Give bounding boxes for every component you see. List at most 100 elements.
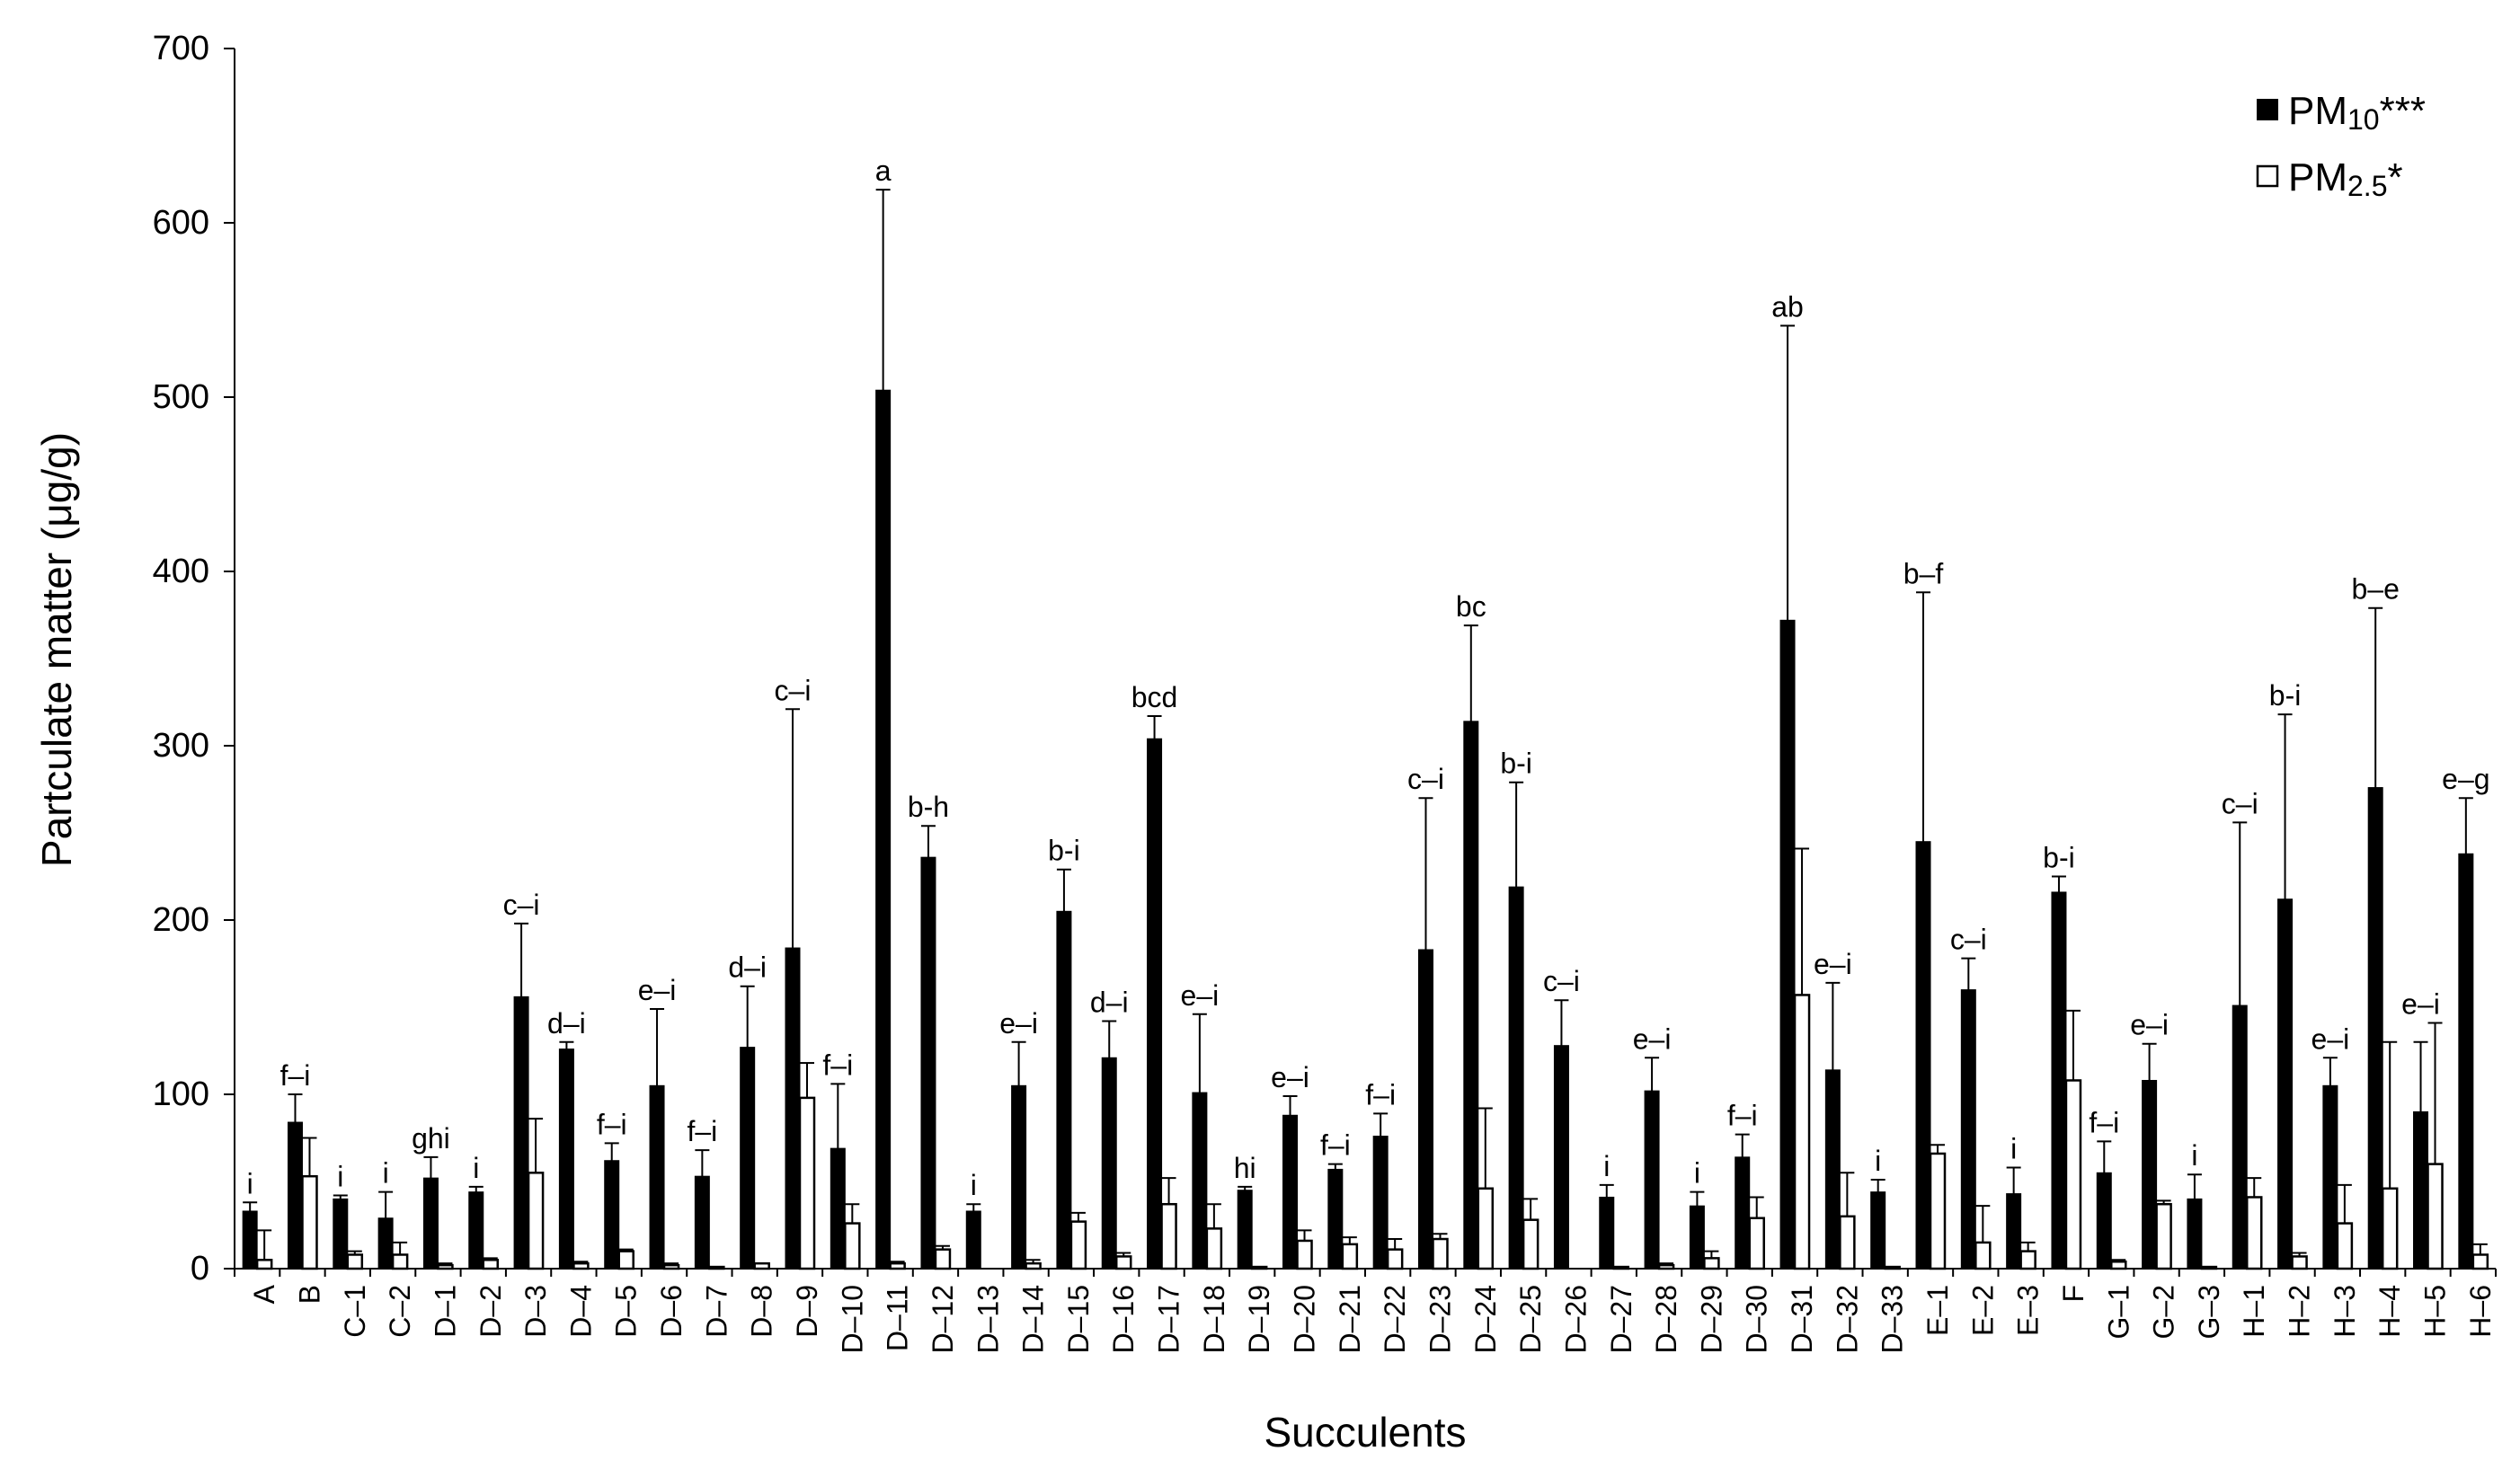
legend-label-pm25: PM2.5* <box>2288 155 2403 202</box>
pm25-bar-20 <box>1114 1255 1132 1270</box>
x-tick-label: G–1 <box>2102 1285 2134 1339</box>
significance-label: c–i <box>1543 965 1580 997</box>
x-tick-label: D–28 <box>1650 1285 1682 1354</box>
significance-label: b-i <box>1048 835 1080 867</box>
pm10-bar-11 <box>694 1175 710 1270</box>
pm10-bar-31 <box>1599 1196 1615 1270</box>
x-tick-label: D–31 <box>1786 1285 1818 1354</box>
pm10-bar-44 <box>2187 1198 2203 1270</box>
significance-label: i <box>971 1169 977 1201</box>
y-tick-label: 700 <box>153 30 209 67</box>
pm25-bar-42 <box>2110 1260 2127 1270</box>
pm10-bar-10 <box>649 1084 665 1270</box>
pm10-bar-48 <box>2367 787 2383 1270</box>
pm25-bar-2 <box>301 1174 318 1270</box>
pm10-bar-30 <box>1553 1045 1569 1270</box>
significance-label: e–i <box>999 1007 1038 1040</box>
significance-label: f–i <box>1320 1129 1351 1162</box>
pm25-bar-47 <box>2336 1222 2354 1270</box>
pm25-bar-13 <box>798 1096 816 1270</box>
legend-label-pm25-main: PM <box>2288 155 2347 199</box>
significance-label: hi <box>1234 1152 1256 1184</box>
x-tick-label: A <box>248 1284 280 1304</box>
significance-label: e–i <box>1271 1061 1309 1093</box>
pm10-bar-41 <box>2051 891 2067 1270</box>
significance-label: b-i <box>1500 748 1532 780</box>
significance-label: e–i <box>2401 987 2440 1020</box>
x-tick-label: D–2 <box>475 1285 507 1338</box>
x-tick-label: D–1 <box>429 1285 461 1338</box>
significance-label: i <box>383 1157 389 1190</box>
pm10-bar-24 <box>1282 1114 1299 1270</box>
pm10-bar-35 <box>1779 619 1796 1270</box>
pm10-bar-28 <box>1463 721 1479 1270</box>
pm10-bar-50 <box>2458 853 2474 1270</box>
significance-labels-layer: if–ii ighiic–id–if–ie–if–id–ic–if–iab-hie… <box>247 155 2490 1201</box>
pm25-bar-19 <box>1069 1220 1087 1270</box>
x-tick-label: F <box>2057 1285 2090 1303</box>
x-tick-label: D–9 <box>791 1285 823 1338</box>
pm10-bar-25 <box>1327 1168 1344 1270</box>
pm25-bar-49 <box>2427 1163 2444 1270</box>
x-axis-title: Succulents <box>1264 1409 1466 1456</box>
significance-label: ghi <box>412 1122 450 1155</box>
pm25-bar-16 <box>934 1248 952 1270</box>
significance-label: i <box>2191 1139 2197 1172</box>
pm25-bar-14 <box>844 1222 861 1270</box>
x-tick-label: G–2 <box>2148 1285 2180 1339</box>
significance-label: i <box>247 1167 253 1199</box>
x-tick-label: D–29 <box>1695 1285 1727 1354</box>
pm10-bar-18 <box>1011 1084 1027 1270</box>
significance-label: e–i <box>1633 1022 1672 1055</box>
legend-label-pm10-suffix: *** <box>2380 89 2426 133</box>
x-tick-label: D–12 <box>927 1285 959 1354</box>
significance-label: b-i <box>2043 842 2075 874</box>
x-tick-label: D–3 <box>519 1285 552 1338</box>
pm10-bar-29 <box>1508 886 1524 1270</box>
pm25-bar-46 <box>2291 1255 2308 1270</box>
x-tick-label: D–23 <box>1424 1285 1456 1354</box>
significance-label: f–i <box>1727 1100 1758 1132</box>
x-tick-label: D–33 <box>1877 1285 1909 1354</box>
pm25-bar-34 <box>1748 1217 1765 1270</box>
pm25-bar-1 <box>255 1259 273 1270</box>
x-tick-label: D–17 <box>1153 1285 1185 1354</box>
x-tick-label: H–6 <box>2464 1285 2497 1338</box>
significance-label: e–i <box>1814 948 1852 980</box>
pm10-bar-33 <box>1689 1205 1705 1270</box>
pm10-bar-36 <box>1824 1069 1841 1270</box>
x-tick-label: D–26 <box>1559 1285 1592 1354</box>
significance-label: d–i <box>1090 987 1129 1019</box>
x-tick-label: B <box>293 1285 325 1304</box>
x-tick-label: C–1 <box>339 1285 371 1338</box>
pm25-bar-29 <box>1522 1218 1540 1270</box>
x-tick-label: D–20 <box>1289 1285 1321 1354</box>
significance-label: b–f <box>1903 557 1944 589</box>
significance-label: f–i <box>1365 1078 1396 1111</box>
ticks-layer: 0 100 200 300 400 500 600 700 A B C–1 C–2 D–1 D–2 D–3 D… <box>153 30 2497 1354</box>
y-tick-label: 300 <box>153 727 209 765</box>
significance-label: c–i <box>503 889 540 921</box>
legend-label-pm10-main: PM <box>2288 89 2347 133</box>
pm25-bar-36 <box>1839 1215 1856 1270</box>
x-tick-label: E–3 <box>2012 1285 2045 1336</box>
pm10-bar-8 <box>558 1049 574 1270</box>
pm25-bar-28 <box>1477 1187 1495 1270</box>
pm10-bar-46 <box>2277 898 2294 1270</box>
pm25-bar-48 <box>2381 1187 2399 1270</box>
pm10-bar-14 <box>830 1147 846 1270</box>
error-bars-layer <box>243 189 2488 1266</box>
pm25-bar-9 <box>617 1250 634 1270</box>
pm25-bar-41 <box>2064 1079 2082 1270</box>
significance-label: b-h <box>908 791 949 823</box>
pm10-bar-3 <box>333 1198 349 1270</box>
significance-label: c–i <box>1407 763 1444 795</box>
pm10-bar-23 <box>1237 1190 1253 1270</box>
pm10-bar-26 <box>1372 1136 1389 1270</box>
significance-label: b–e <box>2352 573 2400 606</box>
pm10-bar-17 <box>965 1210 981 1270</box>
x-tick-label: D–4 <box>564 1285 597 1338</box>
x-tick-label: D–22 <box>1379 1285 1411 1354</box>
x-tick-label: D–11 <box>882 1285 914 1351</box>
